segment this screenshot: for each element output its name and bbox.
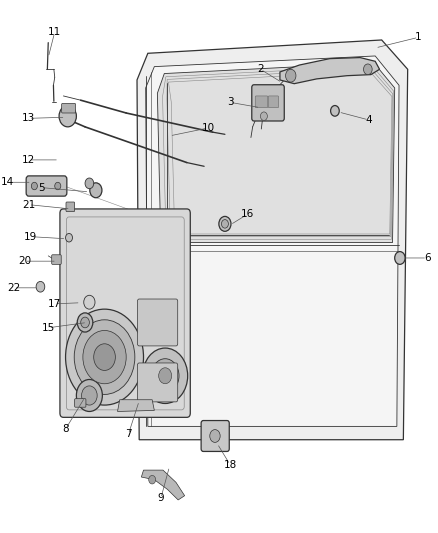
Circle shape <box>81 317 89 328</box>
Circle shape <box>32 182 37 190</box>
Circle shape <box>395 252 405 264</box>
Text: 2: 2 <box>257 64 264 74</box>
Circle shape <box>83 330 126 384</box>
Circle shape <box>143 348 188 403</box>
Text: 3: 3 <box>227 98 233 107</box>
Circle shape <box>222 220 228 228</box>
FancyBboxPatch shape <box>26 176 67 196</box>
Text: 6: 6 <box>424 253 431 263</box>
Circle shape <box>76 379 102 411</box>
Text: 9: 9 <box>158 494 164 503</box>
Text: 19: 19 <box>24 232 38 241</box>
Text: 11: 11 <box>48 27 61 37</box>
Text: 18: 18 <box>223 460 237 470</box>
Polygon shape <box>141 470 185 500</box>
Circle shape <box>84 295 95 309</box>
Circle shape <box>286 69 296 82</box>
Text: 10: 10 <box>202 123 215 133</box>
FancyBboxPatch shape <box>74 399 86 407</box>
FancyBboxPatch shape <box>268 96 279 108</box>
Text: 8: 8 <box>62 424 69 434</box>
Text: 12: 12 <box>22 155 35 165</box>
Polygon shape <box>280 58 380 84</box>
Circle shape <box>331 106 339 116</box>
Circle shape <box>85 178 94 189</box>
Text: 5: 5 <box>39 183 45 192</box>
Circle shape <box>90 183 102 198</box>
FancyBboxPatch shape <box>255 96 268 108</box>
Circle shape <box>66 309 144 405</box>
Circle shape <box>364 64 372 75</box>
Polygon shape <box>117 400 154 411</box>
Circle shape <box>219 216 231 231</box>
FancyBboxPatch shape <box>138 363 178 402</box>
Text: 14: 14 <box>0 177 14 187</box>
Text: 15: 15 <box>42 323 55 333</box>
Circle shape <box>94 344 115 370</box>
Circle shape <box>36 281 45 292</box>
Text: 13: 13 <box>22 114 35 123</box>
Polygon shape <box>146 56 399 426</box>
FancyBboxPatch shape <box>60 209 190 417</box>
Circle shape <box>66 233 72 242</box>
Polygon shape <box>157 63 395 243</box>
Polygon shape <box>137 40 408 440</box>
Circle shape <box>151 359 179 393</box>
Circle shape <box>261 112 267 120</box>
FancyBboxPatch shape <box>66 202 74 212</box>
Circle shape <box>159 368 172 384</box>
FancyBboxPatch shape <box>201 421 229 451</box>
Circle shape <box>74 320 135 394</box>
Circle shape <box>81 386 97 405</box>
Text: 22: 22 <box>7 283 20 293</box>
Text: 4: 4 <box>365 115 372 125</box>
Circle shape <box>77 313 93 332</box>
Text: 7: 7 <box>125 430 132 439</box>
Text: 20: 20 <box>18 256 31 266</box>
Circle shape <box>55 182 61 190</box>
FancyBboxPatch shape <box>52 255 61 264</box>
Circle shape <box>149 475 155 484</box>
Text: 16: 16 <box>241 209 254 219</box>
FancyBboxPatch shape <box>138 299 178 346</box>
Text: 1: 1 <box>415 33 422 42</box>
Text: 17: 17 <box>48 299 61 309</box>
FancyBboxPatch shape <box>62 103 75 113</box>
Text: 21: 21 <box>22 200 35 209</box>
FancyBboxPatch shape <box>252 85 284 121</box>
Circle shape <box>210 430 220 442</box>
Circle shape <box>59 106 76 127</box>
